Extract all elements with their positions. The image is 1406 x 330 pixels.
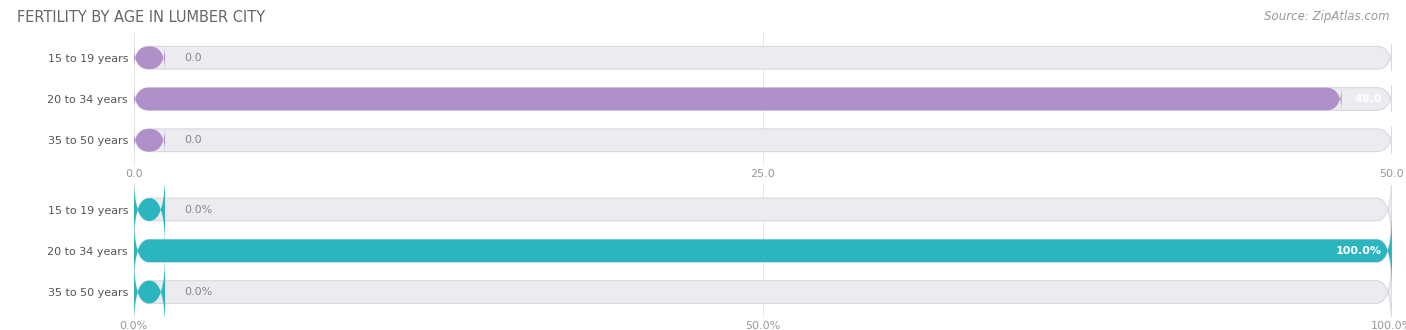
Text: 100.0%: 100.0% — [1336, 246, 1382, 256]
Text: 48.0: 48.0 — [1354, 94, 1382, 104]
FancyBboxPatch shape — [134, 254, 165, 330]
Text: Source: ZipAtlas.com: Source: ZipAtlas.com — [1264, 10, 1389, 23]
Text: 0.0: 0.0 — [184, 135, 201, 145]
Text: 0.0%: 0.0% — [184, 287, 212, 297]
FancyBboxPatch shape — [134, 85, 1392, 113]
FancyBboxPatch shape — [134, 44, 1392, 71]
Text: 0.0: 0.0 — [184, 53, 201, 63]
Text: FERTILITY BY AGE IN LUMBER CITY: FERTILITY BY AGE IN LUMBER CITY — [17, 10, 264, 25]
FancyBboxPatch shape — [134, 213, 1392, 289]
FancyBboxPatch shape — [134, 171, 1392, 248]
FancyBboxPatch shape — [134, 44, 165, 71]
FancyBboxPatch shape — [134, 127, 165, 154]
FancyBboxPatch shape — [134, 254, 1392, 330]
FancyBboxPatch shape — [134, 85, 1341, 113]
FancyBboxPatch shape — [134, 127, 1392, 154]
FancyBboxPatch shape — [134, 213, 1392, 289]
Text: 0.0%: 0.0% — [184, 205, 212, 214]
FancyBboxPatch shape — [134, 171, 165, 248]
